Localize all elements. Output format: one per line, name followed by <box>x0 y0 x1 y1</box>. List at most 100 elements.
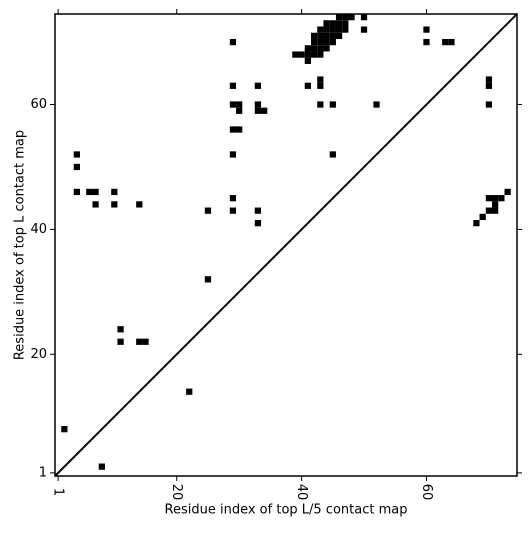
contact <box>485 195 493 202</box>
contact <box>323 20 330 27</box>
contact <box>117 326 124 333</box>
contact <box>329 101 336 108</box>
contact <box>117 338 124 345</box>
contact <box>329 26 336 33</box>
contact <box>348 14 355 21</box>
contact <box>254 101 262 108</box>
contact <box>204 207 212 214</box>
x-tick-label: 20 <box>169 484 184 501</box>
contact <box>61 426 68 433</box>
x-tick-label: 40 <box>294 484 309 501</box>
contact <box>111 201 118 208</box>
contact <box>136 201 143 208</box>
contact <box>335 32 343 39</box>
contact <box>329 32 336 39</box>
contact <box>485 82 493 89</box>
contact <box>254 207 262 214</box>
contact <box>323 26 330 33</box>
contact <box>373 101 380 108</box>
contact <box>292 51 299 58</box>
contact <box>310 38 318 46</box>
contact <box>317 82 324 89</box>
contact <box>236 101 243 108</box>
x-tick-label: 1 <box>51 488 66 496</box>
contact <box>98 463 105 470</box>
contact <box>304 57 311 64</box>
contact <box>317 45 324 52</box>
contact <box>485 76 493 83</box>
contact <box>485 207 493 214</box>
contact <box>304 45 311 52</box>
contact <box>335 14 343 21</box>
contact <box>229 126 237 133</box>
contact <box>310 32 318 39</box>
contact <box>229 82 237 89</box>
contact <box>304 82 311 89</box>
contact <box>236 126 243 133</box>
contact <box>254 220 262 227</box>
contact <box>73 163 80 171</box>
diagonal <box>54 13 518 477</box>
plot-frame <box>54 13 518 477</box>
contact <box>142 338 149 345</box>
contact <box>498 195 505 202</box>
contact <box>92 201 99 208</box>
contact <box>335 20 343 27</box>
contact <box>323 45 330 52</box>
contact <box>448 38 455 46</box>
contact <box>111 188 118 196</box>
contact <box>423 26 430 33</box>
contact <box>317 38 324 46</box>
contact <box>329 38 336 46</box>
contact <box>304 51 311 58</box>
contact <box>317 51 324 58</box>
contact <box>317 76 324 83</box>
contact <box>229 151 237 158</box>
contact <box>254 107 262 114</box>
contact <box>485 101 493 108</box>
y-tick-label: 60 <box>30 97 47 112</box>
contact <box>479 213 486 221</box>
contact <box>492 207 499 214</box>
contact <box>261 107 268 114</box>
contact <box>310 45 318 52</box>
contact <box>335 26 343 33</box>
contact <box>323 38 330 46</box>
contact <box>298 51 305 58</box>
contact <box>342 20 349 27</box>
contact <box>204 276 212 283</box>
contact <box>329 20 336 27</box>
contact <box>73 188 80 196</box>
contact <box>360 26 368 33</box>
contact <box>442 38 449 46</box>
contact <box>229 101 237 108</box>
contact <box>360 14 368 21</box>
contact <box>492 201 499 208</box>
y-tick-label: 20 <box>30 347 47 362</box>
contact <box>136 338 143 345</box>
y-tick-label: 40 <box>30 222 47 237</box>
contact <box>492 195 499 202</box>
contact <box>73 151 80 158</box>
contact <box>329 151 336 158</box>
y-axis-label: Residue index of top L contact map <box>13 130 28 360</box>
contact <box>317 32 324 39</box>
contact <box>254 82 262 89</box>
contact <box>473 220 480 227</box>
contact <box>92 188 99 196</box>
contact <box>342 26 349 33</box>
contact <box>229 195 237 202</box>
contact <box>229 207 237 214</box>
y-tick-label: 1 <box>39 465 47 480</box>
contact <box>504 188 511 196</box>
x-tick-label: 60 <box>419 484 434 501</box>
contact <box>423 38 430 46</box>
contact <box>317 26 324 33</box>
contact <box>310 51 318 58</box>
contact <box>342 14 349 21</box>
contact <box>323 32 330 39</box>
contact <box>317 101 324 108</box>
x-axis-label: Residue index of top L/5 contact map <box>165 503 408 518</box>
contact <box>86 188 93 196</box>
